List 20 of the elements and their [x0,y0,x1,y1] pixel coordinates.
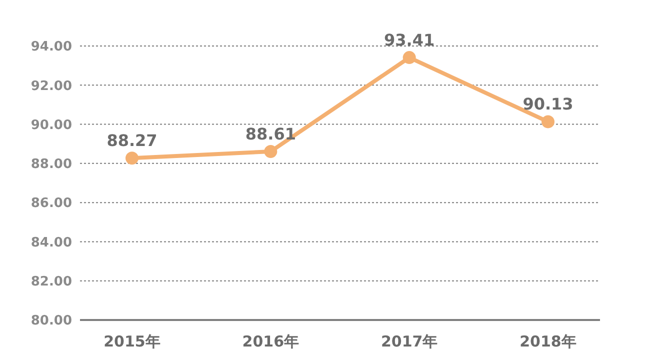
point [542,115,554,128]
point [402,51,416,64]
x-tick-label: 2017年 [380,332,438,351]
data-label: 90.13 [522,94,574,114]
y-tick-label: 90.00 [30,118,72,133]
data-label: 88.61 [245,124,296,144]
point [264,144,278,158]
point [126,152,138,165]
y-tick-label: 88.00 [30,157,72,172]
x-tick-label: 2016年 [242,332,300,351]
data-label: 93.41 [384,30,435,50]
x-tick-label: 2015年 [104,332,160,351]
y-tick-label: 86.00 [30,196,72,212]
y-tick-label: 92.00 [30,78,72,94]
y-tick-label: 84.00 [30,235,72,250]
y-tick-label: 94.00 [30,40,72,55]
data-label: 88.27 [106,131,158,150]
x-tick-label: 2018年 [520,332,576,351]
y-tick-label: 80.00 [30,314,72,329]
y-tick-label: 82.00 [30,274,72,290]
